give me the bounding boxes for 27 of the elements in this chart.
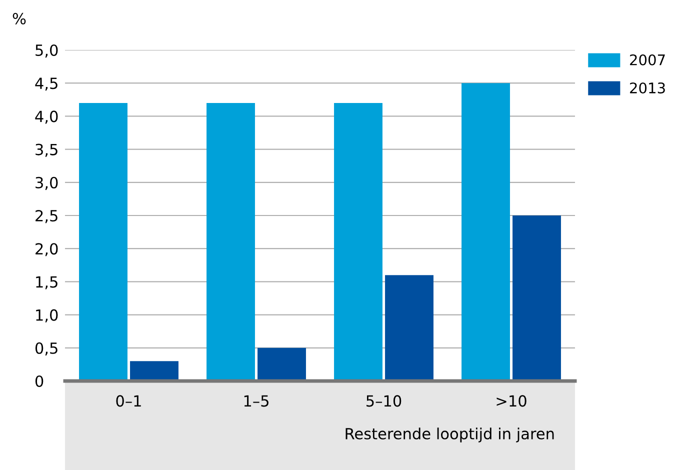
y-tick-label: 0 xyxy=(35,375,44,388)
y-tick-label: 0,5 xyxy=(35,342,58,356)
x-tick-label: 1–5 xyxy=(244,395,268,407)
y-tick-label: 2,5 xyxy=(36,210,58,224)
bar xyxy=(334,102,382,381)
y-tick-label: 2,0 xyxy=(36,243,58,256)
bar xyxy=(385,275,434,381)
y-tick-label: 3,0 xyxy=(36,176,58,190)
y-tick-label: 1,5 xyxy=(36,276,58,290)
bar xyxy=(130,361,178,381)
bar xyxy=(79,102,128,381)
x-tick-label: 5–10 xyxy=(366,395,402,407)
bar xyxy=(512,216,561,381)
legend-label: 2007 xyxy=(630,54,665,66)
x-axis-title: Resterende looptijd in jaren xyxy=(346,428,554,442)
bar xyxy=(462,83,510,381)
legend-label: 2013 xyxy=(630,82,665,94)
y-tick-label: 4,5 xyxy=(35,78,58,91)
y-tick-label: 5,0 xyxy=(36,44,58,58)
y-tick-label: 3,5 xyxy=(36,144,58,157)
y-axis-title: % xyxy=(12,12,26,24)
y-tick-label: 4,0 xyxy=(35,110,58,124)
bar xyxy=(206,102,255,381)
x-tick-label: 0–1 xyxy=(116,395,141,407)
y-tick-label: 1,0 xyxy=(36,309,58,322)
bar xyxy=(258,348,306,381)
x-tick-label: >10 xyxy=(496,395,526,407)
